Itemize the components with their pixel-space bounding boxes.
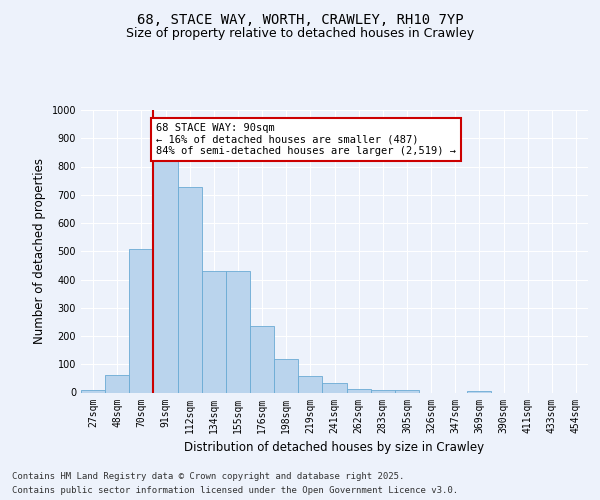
Bar [322, 382, 347, 392]
Bar [226, 271, 250, 392]
Bar [250, 326, 274, 392]
Bar [105, 375, 129, 392]
Bar [467, 391, 491, 392]
Bar [274, 359, 298, 392]
Bar [81, 390, 105, 392]
Text: Contains public sector information licensed under the Open Government Licence v3: Contains public sector information licen… [12, 486, 458, 495]
Text: Size of property relative to detached houses in Crawley: Size of property relative to detached ho… [126, 28, 474, 40]
Bar [395, 390, 419, 392]
Bar [178, 187, 202, 392]
Bar [202, 271, 226, 392]
Text: Contains HM Land Registry data © Crown copyright and database right 2025.: Contains HM Land Registry data © Crown c… [12, 472, 404, 481]
Bar [298, 376, 322, 392]
Text: 68 STACE WAY: 90sqm
← 16% of detached houses are smaller (487)
84% of semi-detac: 68 STACE WAY: 90sqm ← 16% of detached ho… [156, 122, 456, 156]
Bar [347, 389, 371, 392]
X-axis label: Distribution of detached houses by size in Crawley: Distribution of detached houses by size … [184, 441, 485, 454]
Bar [129, 250, 154, 392]
Bar [154, 160, 178, 392]
Y-axis label: Number of detached properties: Number of detached properties [33, 158, 46, 344]
Text: 68, STACE WAY, WORTH, CRAWLEY, RH10 7YP: 68, STACE WAY, WORTH, CRAWLEY, RH10 7YP [137, 12, 463, 26]
Bar [371, 390, 395, 392]
